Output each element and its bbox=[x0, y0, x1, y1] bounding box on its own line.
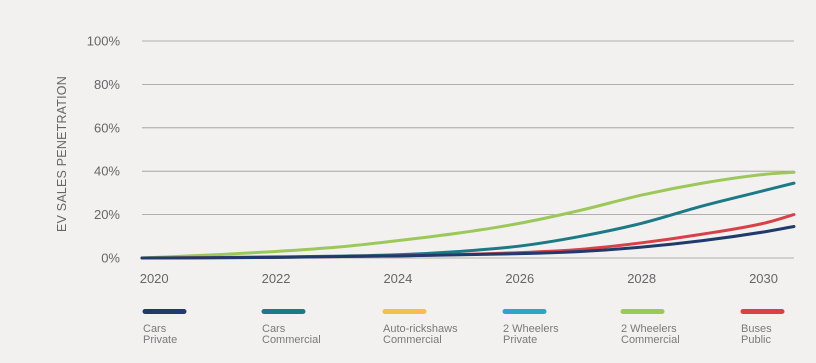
x-tick-label: 2030 bbox=[749, 271, 778, 286]
legend-label-2-wheelers-private: Private bbox=[503, 334, 537, 346]
y-tick-label: 100% bbox=[87, 34, 121, 49]
series-line-cars-commercial bbox=[140, 181, 796, 260]
x-tick-label: 2020 bbox=[140, 271, 169, 286]
y-tick-labels: 0% 20% 40% 60% 80% 100% bbox=[87, 34, 121, 266]
legend-label-cars-private: Private bbox=[143, 334, 177, 346]
legend-label-cars-commercial: Commercial bbox=[262, 334, 321, 346]
legend-label-2-wheelers-private: 2 Wheelers bbox=[503, 323, 559, 335]
legend-label-cars-private: Cars bbox=[143, 323, 167, 335]
x-tick-label: 2022 bbox=[262, 271, 291, 286]
y-tick-label: 60% bbox=[94, 120, 120, 135]
legend-label-auto-rickshaws-commercial: Auto-rickshaws bbox=[383, 323, 458, 335]
series-lines bbox=[140, 170, 796, 260]
y-tick-label: 20% bbox=[94, 207, 120, 222]
series-line-2-wheelers-commercial bbox=[140, 170, 796, 260]
x-tick-label: 2028 bbox=[627, 271, 656, 286]
x-tick-label: 2024 bbox=[383, 271, 412, 286]
y-tick-label: 80% bbox=[94, 77, 120, 92]
x-tick-labels: 2020 2022 2024 2026 2028 2030 bbox=[140, 271, 778, 286]
legend-label-buses-public: Public bbox=[741, 334, 771, 346]
gridlines bbox=[142, 40, 794, 259]
x-tick-label: 2026 bbox=[505, 271, 534, 286]
legend-label-auto-rickshaws-commercial: Commercial bbox=[383, 334, 442, 346]
legend-label-2-wheelers-commercial: 2 Wheelers bbox=[621, 323, 677, 335]
series-line-cars-private bbox=[140, 225, 796, 260]
y-tick-label: 0% bbox=[101, 251, 120, 266]
y-axis-title: EV SALES PENETRATION bbox=[55, 76, 69, 232]
legend-label-2-wheelers-commercial: Commercial bbox=[621, 334, 680, 346]
legend-label-buses-public: Buses bbox=[741, 323, 772, 335]
legend-label-cars-commercial: Cars bbox=[262, 323, 286, 335]
legend: CarsPrivateCarsCommercialAuto-rickshawsC… bbox=[142, 309, 785, 346]
y-tick-label: 40% bbox=[94, 164, 120, 179]
